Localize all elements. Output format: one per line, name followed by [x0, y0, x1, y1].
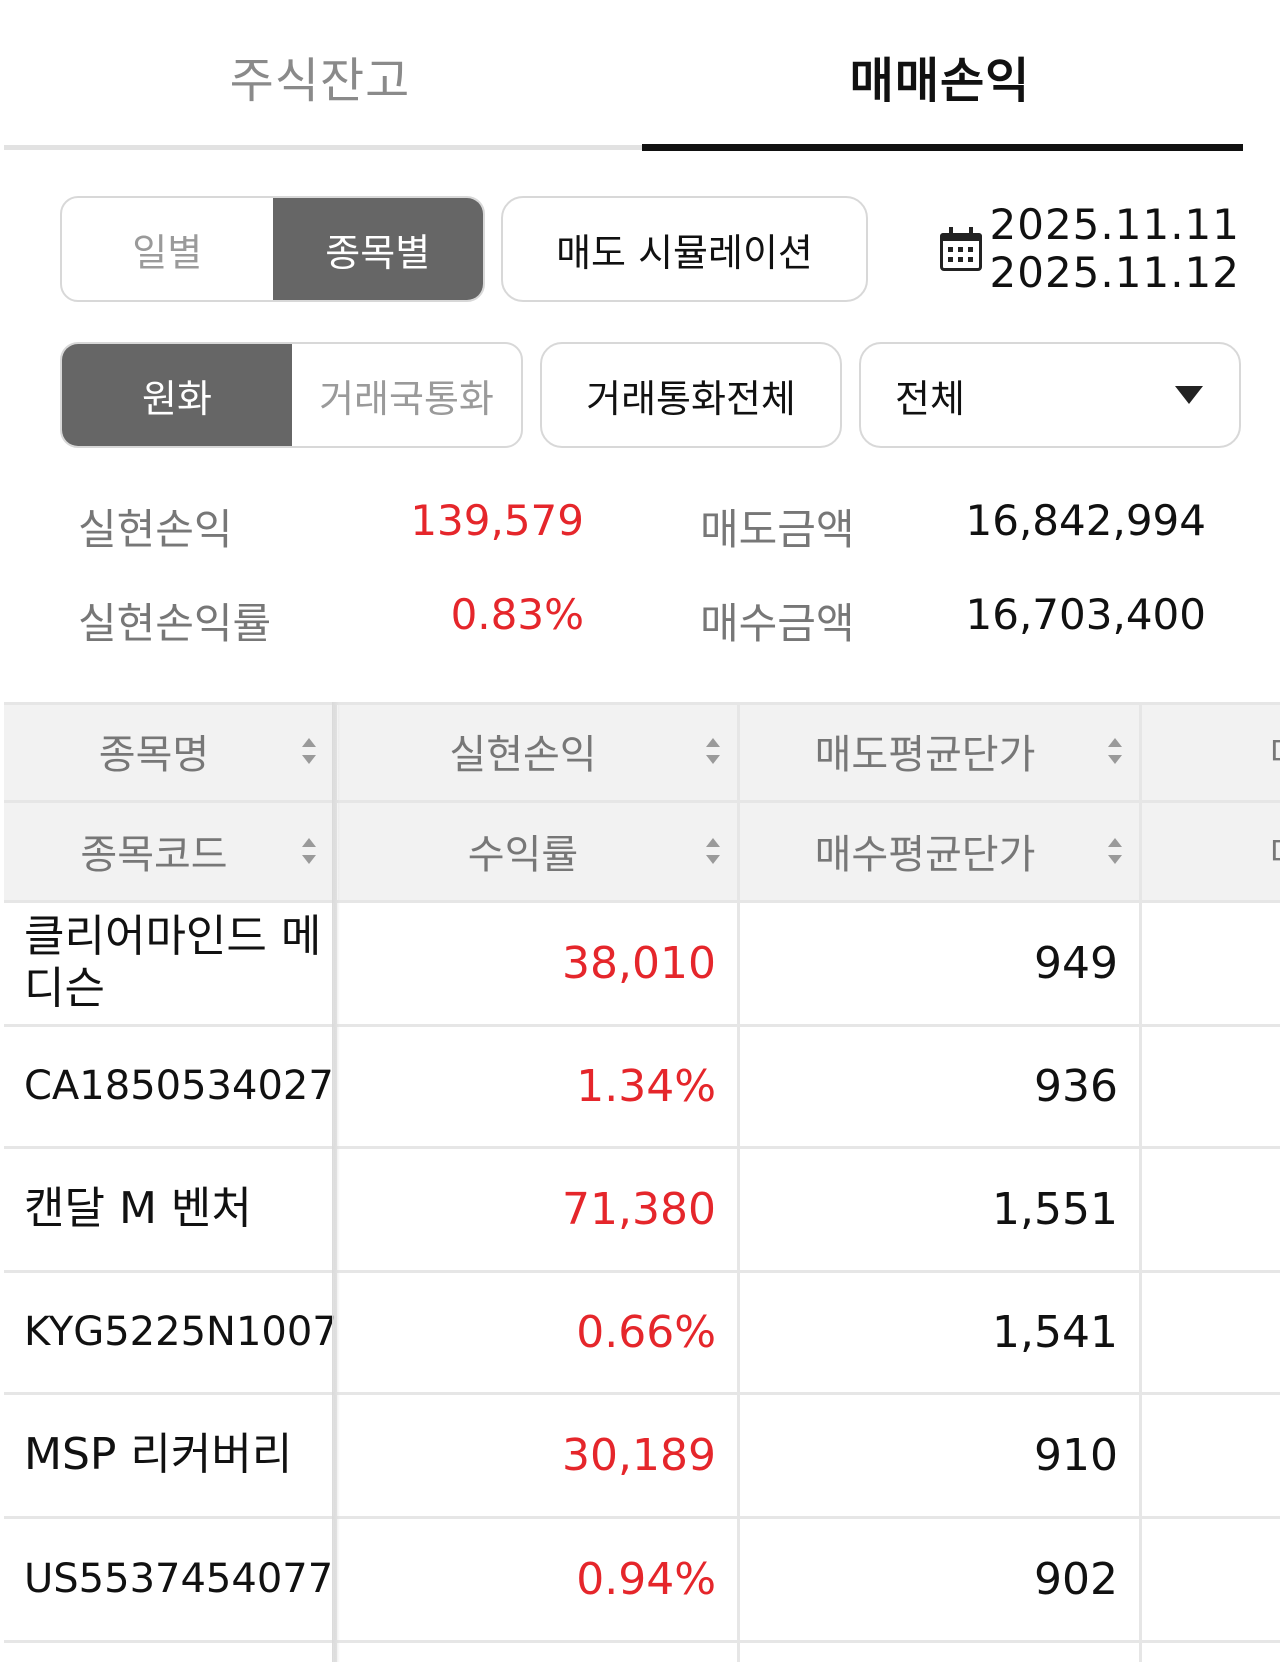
buy-avg-cell: 902	[1034, 1553, 1118, 1605]
period-daily-option[interactable]: 일별	[132, 230, 203, 275]
filter-select-value: 전체	[895, 376, 965, 421]
sort-icon	[302, 838, 316, 864]
return-rate-cell: 0.94%	[576, 1553, 716, 1605]
buy-avg-cell: 1,541	[992, 1306, 1118, 1358]
header-col4-row2[interactable]: 매	[1142, 802, 1280, 900]
realized-pl-cell: 30,189	[562, 1429, 716, 1481]
grid-line	[4, 1392, 1280, 1395]
header-stock-name[interactable]: 종목명	[4, 702, 334, 800]
frozen-column-shadow	[332, 702, 340, 1662]
sell-avg-cell: 910	[1034, 1429, 1118, 1481]
grid-line	[4, 1516, 1280, 1519]
stock-code: CA1850534027	[24, 1063, 334, 1109]
filter-select[interactable]: 전체	[859, 342, 1241, 448]
grid-line	[4, 800, 1280, 803]
date-start: 2025.11.11	[989, 200, 1240, 249]
top-tabs: 주식잔고 매매손익	[0, 0, 1280, 152]
sort-icon	[706, 738, 720, 764]
tab-trading-pl[interactable]: 매매손익	[849, 53, 1031, 109]
sort-icon	[706, 838, 720, 864]
buy-amount-value: 16,703,400	[965, 590, 1206, 639]
currency-local-option[interactable]: 거래국통화	[319, 376, 494, 421]
tab-active-indicator	[642, 144, 1243, 151]
header-stock-code[interactable]: 종목코드	[4, 802, 334, 900]
sort-icon	[1108, 838, 1122, 864]
grid-line	[4, 1024, 1280, 1027]
return-rate-cell: 1.34%	[576, 1060, 716, 1112]
date-range[interactable]: 2025.11.11 2025.11.12	[940, 196, 1240, 302]
trade-currency-all-button[interactable]: 거래통화전체	[540, 342, 842, 448]
grid-line	[4, 900, 1280, 903]
stock-code: KYG5225N1007	[24, 1309, 338, 1355]
sell-simulation-button[interactable]: 매도 시뮬레이션	[501, 196, 868, 302]
buy-avg-cell: 936	[1034, 1060, 1118, 1112]
chevron-down-icon	[1175, 386, 1203, 404]
grid-line	[4, 1270, 1280, 1273]
grid-line	[4, 1146, 1280, 1149]
stock-name[interactable]: 캔달 M 벤처	[24, 1183, 252, 1234]
sell-avg-cell: 1,551	[992, 1183, 1118, 1235]
realized-pl-cell: 71,380	[562, 1183, 716, 1235]
sort-icon	[1108, 738, 1122, 764]
period-toggle: 일별 종목별	[60, 196, 485, 302]
sell-amount-label: 매도금액	[700, 505, 855, 554]
header-sell-avg-price[interactable]: 매도평균단가	[740, 702, 1140, 800]
date-end: 2025.11.12	[989, 248, 1240, 297]
tab-stock-balance[interactable]: 주식잔고	[229, 53, 411, 109]
realized-pl-label: 실현손익	[78, 505, 233, 554]
grid-line	[737, 702, 740, 1662]
tab-divider	[4, 145, 1240, 150]
return-rate-cell: 0.66%	[576, 1306, 716, 1358]
sort-icon	[302, 738, 316, 764]
header-col4-row1[interactable]: 매	[1142, 702, 1280, 800]
grid-line	[1139, 702, 1142, 1662]
grid-line	[4, 1640, 1280, 1643]
header-realized-pl[interactable]: 실현손익	[338, 702, 738, 800]
stock-name[interactable]: MSP 리커버리	[24, 1429, 293, 1480]
period-by-stock-option[interactable]: 종목별	[272, 198, 483, 300]
sell-avg-cell: 949	[1034, 937, 1118, 989]
buy-amount-label: 매수금액	[700, 599, 855, 648]
sell-amount-value: 16,842,994	[965, 496, 1206, 545]
realized-rate-value: 0.83%	[450, 590, 584, 639]
stock-name[interactable]: 클리어마인드 메디슨	[24, 911, 322, 1014]
currency-krw-option[interactable]: 원화	[62, 344, 292, 446]
currency-toggle: 원화 거래국통화	[60, 342, 523, 448]
trade-table[interactable]: 종목명 실현손익 매도평균단가 매 종목코드 수익률 매수평균단가 매 클리어마…	[4, 702, 1280, 1662]
calendar-icon[interactable]	[940, 227, 982, 271]
grid-line	[4, 702, 1280, 705]
realized-rate-label: 실현손익률	[78, 599, 272, 648]
header-return-rate[interactable]: 수익률	[338, 802, 738, 900]
realized-pl-cell: 38,010	[562, 937, 716, 989]
realized-pl-value: 139,579	[410, 496, 584, 545]
stock-code: US5537454077	[24, 1556, 334, 1602]
header-buy-avg-price[interactable]: 매수평균단가	[740, 802, 1140, 900]
